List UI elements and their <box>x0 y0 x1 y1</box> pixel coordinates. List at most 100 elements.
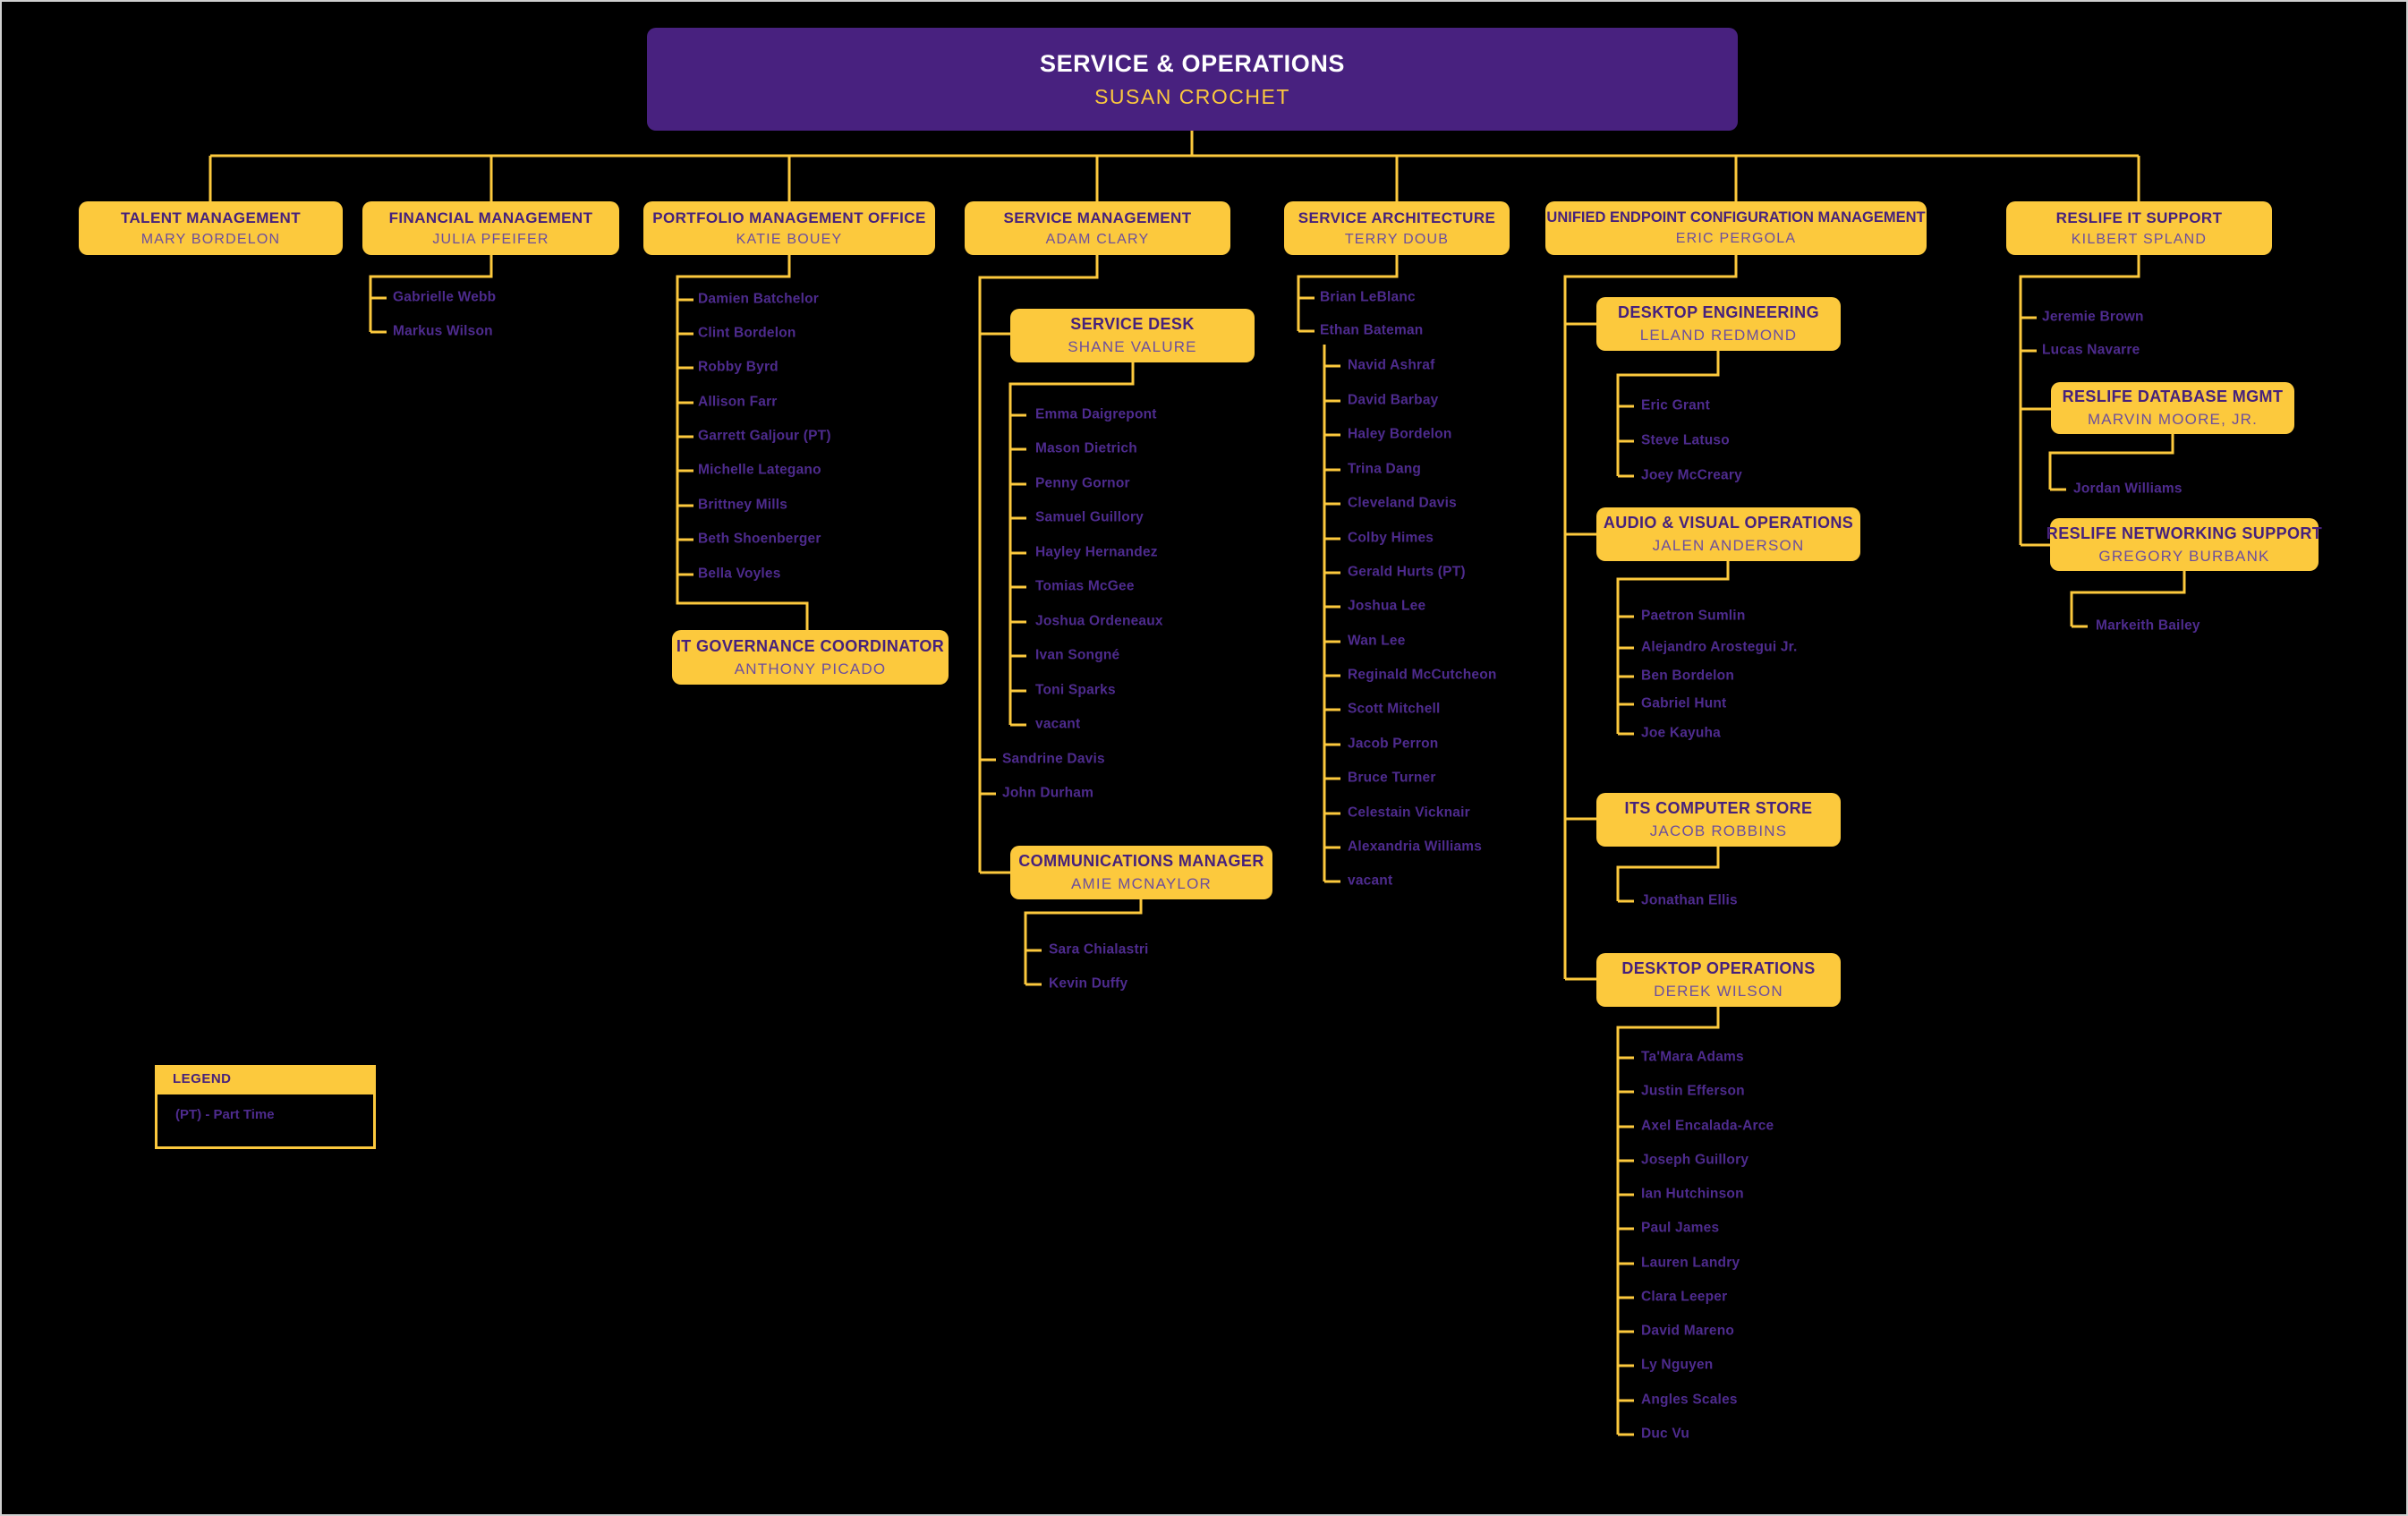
member-name: Bruce Turner <box>1348 770 1436 786</box>
legend-header: LEGEND <box>155 1065 376 1092</box>
member-name: David Mareno <box>1641 1323 1735 1339</box>
member-name: Alejandro Arostegui Jr. <box>1641 639 1798 655</box>
dept-title: FINANCIAL MANAGEMENT <box>388 209 593 226</box>
org-node-financial-management: FINANCIAL MANAGEMENT JULIA PFEIFER <box>362 201 619 255</box>
member-name: Jonathan Ellis <box>1641 892 1738 908</box>
connector-service-mgmt <box>978 255 1099 874</box>
org-node-talent-management: TALENT MANAGEMENT MARY BORDELON <box>79 201 343 255</box>
legend-body: (PT) - Part Time <box>155 1092 376 1149</box>
org-node-service-management: SERVICE MANAGEMENT ADAM CLARY <box>965 201 1230 255</box>
org-node-reslife-it-support: RESLIFE IT SUPPORT KILBERT SPLAND <box>2006 201 2272 255</box>
team-title: DESKTOP ENGINEERING <box>1618 303 1819 321</box>
org-node-unified-endpoint-configuration-management: UNIFIED ENDPOINT CONFIGURATION MANAGEMEN… <box>1545 201 1927 255</box>
connector-service-desk <box>1008 362 1135 727</box>
member-name: Joseph Guillory <box>1641 1152 1749 1168</box>
member-name: Clint Bordelon <box>698 325 796 341</box>
member-name: Ly Nguyen <box>1641 1357 1714 1373</box>
team-title: DESKTOP OPERATIONS <box>1621 959 1816 977</box>
dept-title: UNIFIED ENDPOINT CONFIGURATION MANAGEMEN… <box>1546 209 1926 226</box>
member-name: Navid Ashraf <box>1348 357 1435 373</box>
member-name: Sandrine Davis <box>1002 751 1105 767</box>
dept-lead-name: JULIA PFEIFER <box>432 231 549 247</box>
team-title: COMMUNICATIONS MANAGER <box>1018 852 1264 870</box>
dept-title: SERVICE ARCHITECTURE <box>1298 209 1496 226</box>
connector-reslife <box>2019 255 2140 547</box>
member-name: Penny Gornor <box>1035 475 1130 491</box>
member-name: Emma Daigrepont <box>1035 406 1157 422</box>
connector-desktop-ops <box>1616 1007 1720 1436</box>
org-node-desktop-engineering: DESKTOP ENGINEERING LELAND REDMOND <box>1596 297 1841 351</box>
dept-title: RESLIFE IT SUPPORT <box>2055 209 2223 226</box>
member-name: Scott Mitchell <box>1348 701 1441 717</box>
member-name: Robby Byrd <box>698 359 779 375</box>
dept-lead-name: ADAM CLARY <box>1045 231 1150 247</box>
member-name: Eric Grant <box>1641 397 1710 413</box>
team-lead-name: JALEN ANDERSON <box>1652 537 1805 554</box>
member-name: Ben Bordelon <box>1641 668 1735 684</box>
team-lead-name: DEREK WILSON <box>1654 983 1783 1000</box>
member-name: Clara Leeper <box>1641 1289 1728 1305</box>
member-name: vacant <box>1348 873 1393 889</box>
member-name: Paul James <box>1641 1220 1720 1236</box>
connector-av-ops <box>1616 561 1730 736</box>
connector-pmo <box>676 255 809 630</box>
connector-financial <box>369 255 493 334</box>
member-name: Angles Scales <box>1641 1392 1738 1408</box>
team-lead-name: MARVIN MOORE, JR. <box>2087 411 2259 428</box>
legend-note: (PT) - Part Time <box>175 1107 275 1122</box>
member-name: Garrett Galjour (PT) <box>698 428 831 444</box>
dept-lead-name: TERRY DOUB <box>1344 231 1450 247</box>
member-name: Damien Batchelor <box>698 291 819 307</box>
member-name: Joey McCreary <box>1641 467 1742 483</box>
connector-uecm <box>1563 255 1738 981</box>
member-name: Jacob Perron <box>1348 736 1439 752</box>
member-name: Axel Encalada-Arce <box>1641 1118 1774 1134</box>
member-name: David Barbay <box>1348 392 1439 408</box>
org-node-root: SERVICE & OPERATIONS SUSAN CROCHET <box>647 28 1738 131</box>
dept-lead-name: KATIE BOUEY <box>736 231 843 247</box>
member-name: Brian LeBlanc <box>1320 289 1416 305</box>
dept-title: PORTFOLIO MANAGEMENT OFFICE <box>652 209 926 226</box>
org-node-desktop-operations: DESKTOP OPERATIONS DEREK WILSON <box>1596 953 1841 1007</box>
member-name: Joshua Ordeneaux <box>1035 613 1163 629</box>
member-name: Joe Kayuha <box>1641 725 1722 741</box>
connector-desktop-eng <box>1616 351 1720 478</box>
member-name: Markeith Bailey <box>2096 617 2200 634</box>
team-lead-name: SHANE VALURE <box>1068 338 1197 355</box>
dept-lead-name: KILBERT SPLAND <box>2071 231 2208 247</box>
member-name: Markus Wilson <box>393 323 493 339</box>
member-name: Cleveland Davis <box>1348 495 1457 511</box>
root-lead-name: SUSAN CROCHET <box>1094 84 1290 108</box>
org-node-portfolio-management-office: PORTFOLIO MANAGEMENT OFFICE KATIE BOUEY <box>643 201 935 255</box>
member-name: Hayley Hernandez <box>1035 544 1158 560</box>
member-name: Gabriel Hunt <box>1641 695 1727 711</box>
team-title: AUDIO & VISUAL OPERATIONS <box>1603 514 1854 532</box>
member-name: Duc Vu <box>1641 1426 1690 1442</box>
member-name: Gerald Hurts (PT) <box>1348 564 1466 580</box>
member-name: Allison Farr <box>698 394 778 410</box>
member-name: vacant <box>1035 716 1081 732</box>
member-name: Colby Himes <box>1348 530 1434 546</box>
connector-reslife-db <box>2048 434 2174 491</box>
member-name: Mason Dietrich <box>1035 440 1137 456</box>
team-title: IT GOVERNANCE COORDINATOR <box>676 636 945 655</box>
team-title: RESLIFE NETWORKING SUPPORT <box>2046 524 2323 542</box>
member-name: Joshua Lee <box>1348 598 1426 614</box>
team-lead-name: JACOB ROBBINS <box>1649 822 1788 839</box>
member-name: Sara Chialastri <box>1049 941 1149 958</box>
root-title: SERVICE & OPERATIONS <box>1039 49 1346 77</box>
org-node-service-architecture: SERVICE ARCHITECTURE TERRY DOUB <box>1284 201 1510 255</box>
dept-title: SERVICE MANAGEMENT <box>1003 209 1192 226</box>
member-name: Ivan Songné <box>1035 647 1120 663</box>
member-name: Gabrielle Webb <box>393 289 497 305</box>
member-name: John Durham <box>1002 785 1094 801</box>
team-title: SERVICE DESK <box>1070 315 1195 333</box>
connector-comms <box>1024 899 1143 986</box>
team-title: ITS COMPUTER STORE <box>1624 799 1813 817</box>
dept-lead-name: MARY BORDELON <box>140 231 281 247</box>
member-name: Beth Shoenberger <box>698 531 821 547</box>
connector-root-bus <box>208 131 2140 201</box>
team-lead-name: LELAND REDMOND <box>1639 327 1798 344</box>
